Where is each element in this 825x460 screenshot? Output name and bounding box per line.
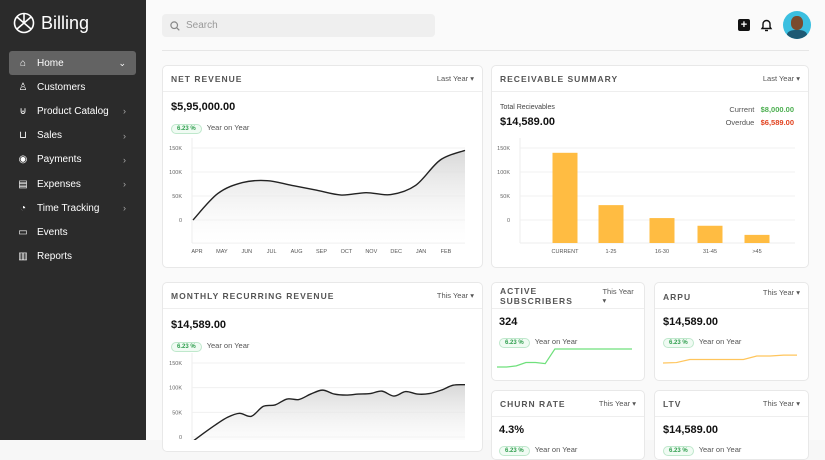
sidebar-item-home[interactable]: ⌂ Home ⌄ — [9, 51, 136, 76]
period-label: This Year — [602, 286, 634, 296]
sidebar-item-label: Reports — [37, 251, 73, 263]
sidebar-item-label: Customers — [37, 81, 86, 93]
arpu-card: ARPU This Year ▾ $14,589.00 6.23 % Year on… — [654, 282, 809, 381]
sidebar: Billing ⌂ Home ⌄ ♙ Customers ⊎ Product Catalog… — [0, 0, 146, 440]
bell-icon[interactable] — [760, 18, 773, 32]
sidebar-item-label: Sales — [37, 130, 63, 142]
sidebar-item-events[interactable]: ▭ Events — [9, 220, 136, 244]
sidebar-item-payments[interactable]: ◉ Payments › — [9, 148, 136, 172]
total-label: Total Recievables — [500, 104, 555, 111]
sidebar-item-label: Home — [37, 57, 64, 69]
app-title: Billing — [41, 12, 90, 33]
total-amount: $14,589.00 — [500, 116, 556, 128]
growth-badge: 6.23 % — [663, 446, 694, 456]
period-dropdown[interactable]: This Year ▾ — [602, 286, 634, 305]
period-dropdown[interactable]: This Year ▾ — [436, 291, 474, 300]
basket-icon: ⊎ — [19, 105, 27, 117]
cart-icon: ⊔ — [19, 130, 27, 142]
current-amount: $8,000.00 — [760, 105, 794, 114]
yoy-label: Year on Year — [534, 445, 578, 454]
sidebar-item-sales[interactable]: ⊔ Sales › — [9, 124, 136, 148]
period-label: This Year — [762, 399, 795, 408]
period-label: Last Year — [762, 74, 795, 83]
value: 4.3% — [499, 424, 525, 436]
overdue-amount: $6,589.00 — [760, 118, 794, 127]
bar-chart-icon: ▥ — [18, 251, 28, 263]
value: 324 — [499, 316, 518, 328]
sidebar-item-label: Product Catalog — [37, 105, 109, 117]
home-icon: ⌂ — [19, 57, 27, 69]
avatar[interactable] — [783, 11, 811, 39]
active-subscribers-card: ACTIVE SUBSCRIBERS This Year ▾ 324 6.23 %… — [491, 282, 645, 381]
search-input[interactable]: Search — [162, 14, 435, 37]
amount: $5,95,000.00 — [171, 101, 236, 113]
sidebar-item-time-tracking[interactable]: ◔ Time Tracking › — [9, 196, 136, 220]
chevron-right-icon: › — [123, 106, 126, 117]
value: $14,589.00 — [663, 316, 719, 328]
current-label: Current — [729, 105, 755, 114]
user-icon: ♙ — [18, 81, 28, 93]
period-dropdown[interactable]: This Year ▾ — [762, 399, 800, 408]
period-label: This Year — [762, 288, 795, 297]
growth-badge: 6.23 % — [499, 338, 530, 348]
receivable-summary-card: RECEIVABLE SUMMARY Last Year ▾ Total Reci… — [491, 65, 809, 268]
card-title: NET REVENUE — [171, 73, 243, 84]
overdue-label: Overdue — [725, 118, 755, 127]
growth-badge: 6.23 % — [663, 338, 694, 348]
sidebar-item-label: Time Tracking — [37, 202, 100, 214]
app-logo[interactable]: Billing — [13, 12, 89, 34]
chevron-right-icon: › — [123, 154, 126, 165]
calendar-icon: ▭ — [18, 226, 28, 238]
chevron-right-icon: › — [123, 130, 126, 141]
period-label: Last Year — [436, 74, 469, 83]
sidebar-item-reports[interactable]: ▥ Reports — [9, 245, 136, 269]
header-divider — [162, 50, 809, 51]
card-title: MONTHLY RECURRING REVENUE — [171, 290, 335, 301]
card-title: CHURN RATE — [500, 398, 566, 409]
period-label: This Year — [598, 399, 631, 408]
payment-icon: ◉ — [18, 154, 28, 166]
period-dropdown[interactable]: Last Year ▾ — [762, 74, 800, 83]
receipt-icon: ▤ — [18, 178, 28, 190]
chevron-down-icon: ⌄ — [118, 57, 126, 68]
growth-badge: 6.23 % — [171, 124, 202, 134]
yoy-label: Year on Year — [534, 337, 578, 346]
net-revenue-card: NET REVENUE Last Year ▾ $5,95,000.00 6.23… — [162, 65, 483, 268]
chevron-right-icon: › — [123, 203, 126, 214]
sidebar-item-customers[interactable]: ♙ Customers — [9, 75, 136, 99]
period-dropdown[interactable]: This Year ▾ — [762, 288, 800, 297]
search-icon — [170, 20, 180, 31]
sidebar-item-label: Events — [37, 226, 68, 238]
sidebar-item-expenses[interactable]: ▤ Expenses › — [9, 172, 136, 196]
card-title: LTV — [663, 398, 682, 409]
growth-badge: 6.23 % — [499, 446, 530, 456]
yoy-label: Year on Year — [206, 123, 250, 132]
mrr-card: MONTHLY RECURRING REVENUE This Year ▾ $14… — [162, 282, 483, 452]
yoy-label: Year on Year — [206, 341, 250, 350]
amount: $14,589.00 — [171, 319, 227, 331]
growth-badge: 6.23 % — [171, 342, 202, 352]
yoy-label: Year on Year — [698, 445, 742, 454]
period-label: This Year — [436, 291, 469, 300]
add-icon[interactable]: + — [738, 19, 750, 31]
sidebar-item-label: Expenses — [37, 178, 81, 190]
period-dropdown[interactable]: This Year ▾ — [598, 399, 636, 408]
stopwatch-icon: ◔ — [19, 202, 27, 214]
sidebar-nav: ⌂ Home ⌄ ♙ Customers ⊎ Product Catalog › ⊔ Sales ›… — [9, 51, 136, 269]
period-dropdown[interactable]: Last Year ▾ — [436, 74, 474, 83]
churn-rate-card: CHURN RATE This Year ▾ 4.3% 6.23 % Year on… — [491, 390, 645, 460]
sidebar-item-label: Payments — [37, 154, 82, 166]
ltv-card: LTV This Year ▾ $14,589.00 6.23 % Year on … — [654, 390, 809, 460]
value: $14,589.00 — [663, 424, 719, 436]
logo-icon — [13, 12, 35, 34]
search-placeholder: Search — [186, 20, 218, 31]
card-title: ACTIVE SUBSCRIBERS — [500, 285, 573, 306]
card-title: RECEIVABLE SUMMARY — [500, 73, 619, 84]
sidebar-item-product-catalog[interactable]: ⊎ Product Catalog › — [9, 99, 136, 123]
chevron-right-icon: › — [123, 179, 126, 190]
yoy-label: Year on Year — [698, 337, 742, 346]
card-title: ARPU — [663, 292, 692, 302]
